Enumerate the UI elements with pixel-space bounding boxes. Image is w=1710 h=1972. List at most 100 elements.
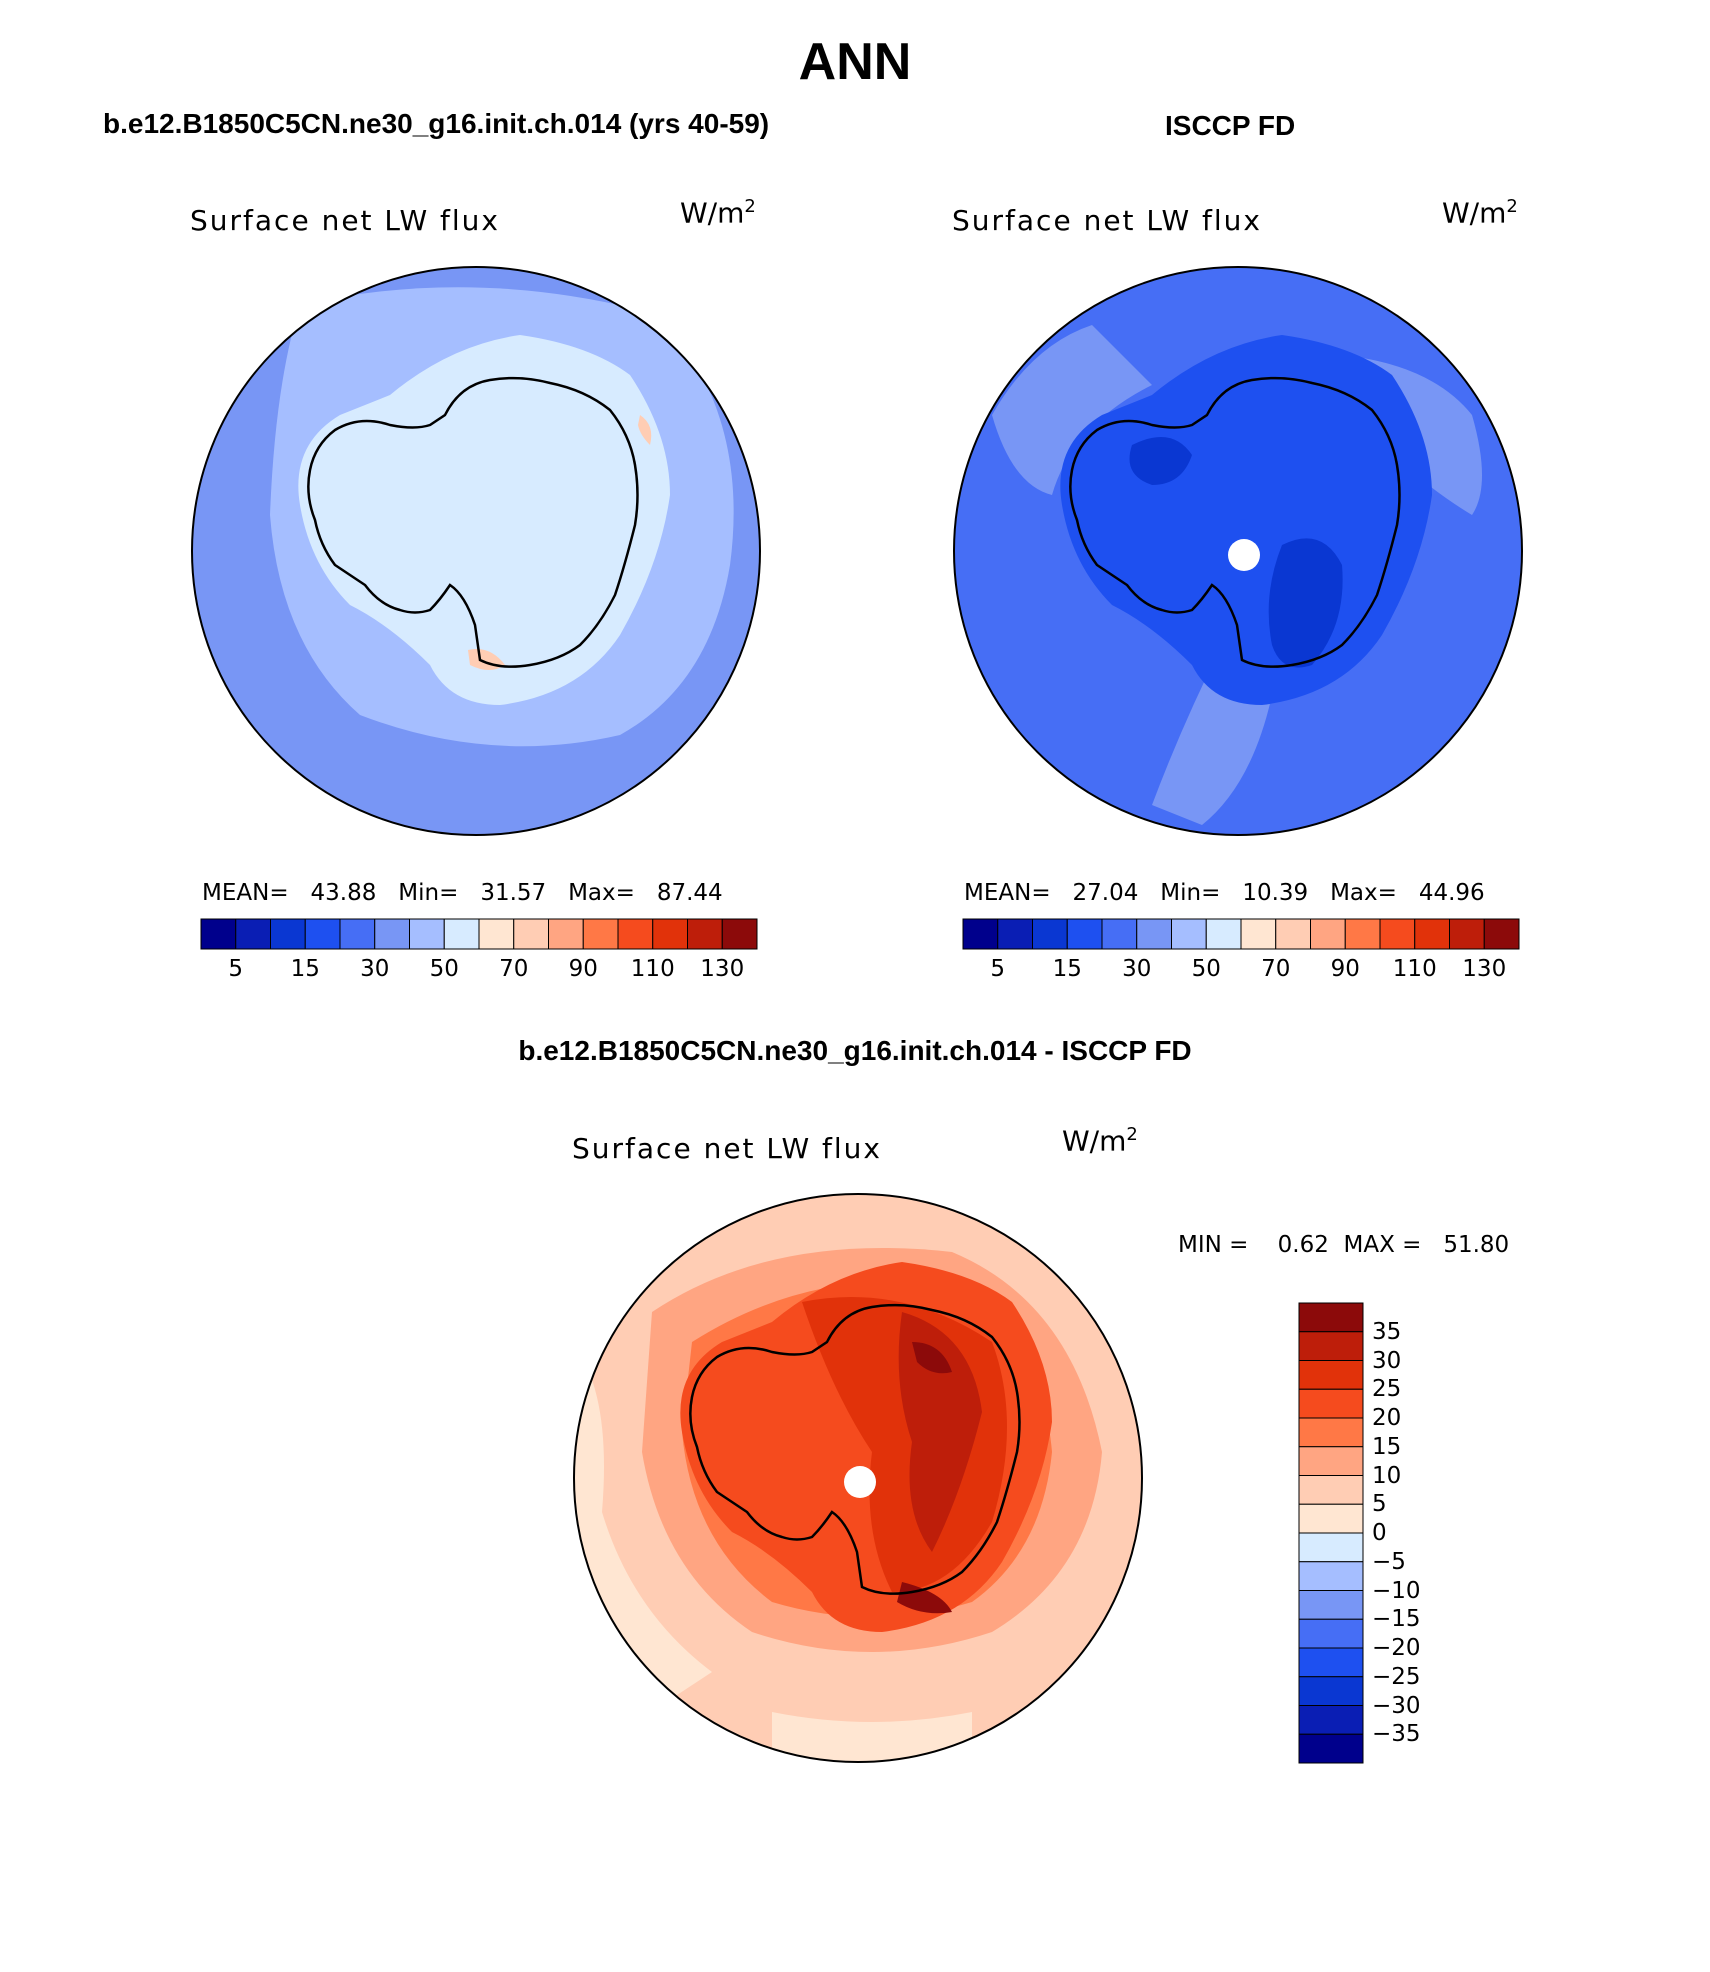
obs-darker-region bbox=[1268, 538, 1343, 668]
diff-colorbar-box bbox=[1298, 1532, 1364, 1563]
obs-units: W/m2 bbox=[1442, 196, 1518, 230]
model-colorbar bbox=[200, 918, 758, 950]
diff-colorbar-tick-label: −15 bbox=[1372, 1606, 1421, 1633]
model-colorbar-tick-label: 70 bbox=[499, 956, 529, 982]
obs-colorbar-box bbox=[1414, 918, 1450, 950]
model-variable-title: Surface net LW flux bbox=[190, 204, 500, 237]
model-map-border bbox=[191, 266, 761, 836]
diff-colorbar-tick-label: 25 bbox=[1372, 1376, 1402, 1403]
diff-map bbox=[573, 1193, 1143, 1763]
obs-colorbar-tick-label: 15 bbox=[1052, 956, 1082, 982]
obs-stats: MEAN= 27.04 Min= 10.39 Max= 44.96 bbox=[964, 880, 1485, 906]
diff-variable-title: Surface net LW flux bbox=[572, 1132, 882, 1165]
model-colorbar-box bbox=[582, 918, 619, 950]
obs-colorbar-tick-label: 90 bbox=[1330, 956, 1360, 982]
model-colorbar-box bbox=[235, 918, 271, 950]
diff-panel-title: b.e12.B1850C5CN.ne30_g16.init.ch.014 - I… bbox=[518, 1035, 1192, 1066]
diff-units: W/m2 bbox=[1062, 1124, 1138, 1158]
obs-colorbar bbox=[962, 918, 1520, 950]
diff-colorbar-box bbox=[1298, 1417, 1364, 1448]
obs-light-region bbox=[992, 325, 1152, 495]
diff-colorbar-box bbox=[1298, 1647, 1364, 1678]
obs-colorbar-box bbox=[1344, 918, 1381, 950]
model-colorbar-tick-label: 15 bbox=[290, 956, 320, 982]
diff-colorbar-tick-label: −30 bbox=[1372, 1692, 1421, 1719]
diff-map-border bbox=[573, 1193, 1143, 1763]
obs-variable-title: Surface net LW flux bbox=[952, 204, 1262, 237]
model-units: W/m2 bbox=[680, 196, 756, 230]
model-coastline bbox=[307, 376, 639, 668]
diff-colorbar-box bbox=[1298, 1388, 1364, 1419]
diff-colorbar-tick-label: −25 bbox=[1372, 1663, 1421, 1690]
diff-colorbar-box bbox=[1298, 1561, 1364, 1591]
model-panel-title: b.e12.B1850C5CN.ne30_g16.init.ch.014 (yr… bbox=[103, 108, 770, 139]
obs-colorbar-labels: 5 15 30 50 70 90 110 130 bbox=[962, 956, 1520, 986]
model-colorbar-tick-label: 50 bbox=[429, 956, 459, 982]
obs-map bbox=[953, 266, 1523, 836]
diff-colorbar-box bbox=[1298, 1503, 1364, 1534]
obs-colorbar-box bbox=[1275, 918, 1311, 950]
model-colorbar-box bbox=[443, 918, 480, 950]
obs-colorbar-tick-label: 70 bbox=[1261, 956, 1291, 982]
model-colorbar-box bbox=[721, 918, 758, 950]
diff-colorbar-tick-label: 30 bbox=[1372, 1347, 1402, 1374]
model-colorbar-box bbox=[617, 918, 654, 950]
model-colorbar-box bbox=[687, 918, 723, 950]
model-stats: MEAN= 43.88 Min= 31.57 Max= 87.44 bbox=[202, 880, 723, 906]
obs-coastline bbox=[1069, 376, 1401, 668]
model-colorbar-tick-label: 90 bbox=[568, 956, 598, 982]
obs-antarctica-fill bbox=[1060, 335, 1432, 705]
diff-colorbar-tick-label: 5 bbox=[1372, 1491, 1387, 1518]
diff-dark-region bbox=[898, 1312, 982, 1552]
diff-colorbar-tick-label: 35 bbox=[1372, 1318, 1402, 1345]
obs-colorbar-box bbox=[1136, 918, 1172, 950]
model-map bbox=[191, 266, 761, 836]
diff-colorbar-box bbox=[1298, 1733, 1364, 1764]
model-colorbar-tick-label: 30 bbox=[360, 956, 390, 982]
diff-colorbar-box bbox=[1298, 1705, 1364, 1735]
model-warm-patch-2 bbox=[638, 415, 652, 445]
diff-colorbar-box bbox=[1298, 1590, 1364, 1620]
model-colorbar-box bbox=[374, 918, 410, 950]
obs-colorbar-box bbox=[1032, 918, 1068, 950]
diff-colorbar bbox=[1298, 1302, 1364, 1764]
model-colorbar-tick-label: 130 bbox=[700, 956, 745, 982]
obs-colorbar-box bbox=[1205, 918, 1242, 950]
model-colorbar-labels: 5 15 30 50 70 90 110 130 bbox=[200, 956, 758, 986]
diff-colorbar-tick-label: 0 bbox=[1372, 1520, 1387, 1546]
diff-colorbar-tick-label: −10 bbox=[1372, 1577, 1421, 1604]
diff-darkest-patch bbox=[897, 1582, 952, 1614]
model-colorbar-box bbox=[304, 918, 341, 950]
diff-colorbar-tick-label: 20 bbox=[1372, 1405, 1402, 1431]
model-colorbar-box bbox=[270, 918, 306, 950]
model-antarctica-fill bbox=[298, 335, 670, 705]
obs-colorbar-tick-label: 30 bbox=[1122, 956, 1152, 982]
obs-colorbar-box bbox=[1240, 918, 1277, 950]
diff-colorbar-labels: 35 30 25 20 15 10 5 0 −5 −10 −15 −20 −25 −30 −35 bbox=[1372, 1302, 1452, 1764]
obs-colorbar-tick-label: 130 bbox=[1462, 956, 1507, 982]
obs-map-border bbox=[953, 266, 1523, 836]
obs-colorbar-box bbox=[997, 918, 1033, 950]
diff-colorbar-box bbox=[1298, 1446, 1364, 1476]
diff-colorbar-box bbox=[1298, 1360, 1364, 1390]
diff-stats: MIN = 0.62 MAX = 51.80 bbox=[1178, 1232, 1510, 1258]
obs-colorbar-box bbox=[1310, 918, 1346, 950]
obs-colorbar-box bbox=[1171, 918, 1207, 950]
diff-colorbar-tick-label: 15 bbox=[1372, 1433, 1402, 1460]
obs-pole-hole bbox=[1228, 539, 1260, 571]
diff-colorbar-tick-label: −20 bbox=[1372, 1635, 1421, 1661]
diff-colorbar-box bbox=[1298, 1331, 1364, 1361]
obs-colorbar-tick-label: 5 bbox=[990, 956, 1006, 982]
diff-colorbar-box bbox=[1298, 1475, 1364, 1505]
obs-colorbar-tick-label: 110 bbox=[1392, 956, 1437, 982]
model-colorbar-box bbox=[478, 918, 515, 950]
obs-colorbar-box bbox=[1066, 918, 1103, 950]
model-colorbar-box bbox=[200, 918, 237, 950]
main-title: ANN bbox=[798, 33, 912, 91]
model-colorbar-box bbox=[409, 918, 445, 950]
obs-colorbar-tick-label: 50 bbox=[1191, 956, 1221, 982]
diff-colorbar-box bbox=[1298, 1302, 1364, 1333]
obs-colorbar-box bbox=[1379, 918, 1416, 950]
model-colorbar-box bbox=[548, 918, 584, 950]
obs-colorbar-box bbox=[1101, 918, 1138, 950]
